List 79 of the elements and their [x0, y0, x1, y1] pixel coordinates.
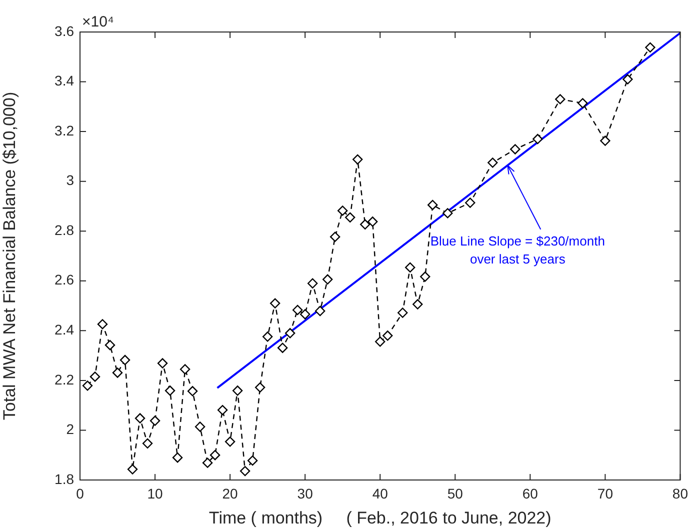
y-tick-label: 2.4 [54, 322, 74, 338]
point [157, 358, 168, 368]
point [360, 219, 370, 230]
point [172, 452, 183, 463]
point [405, 262, 416, 273]
point [375, 336, 386, 347]
point [82, 380, 93, 391]
y-tick-label: 3.2 [54, 122, 74, 138]
point [442, 208, 453, 218]
point [465, 198, 476, 208]
point [187, 386, 198, 396]
x-axis-title: Time ( months) ( Feb., 2016 to June, 2022) [208, 508, 552, 528]
annotation: Blue Line Slope = $230/month over last 5 years [430, 233, 605, 266]
x-tick-label: 20 [222, 485, 238, 502]
x-tick-label: 50 [447, 485, 464, 502]
point [645, 42, 656, 53]
point [210, 450, 220, 460]
x-tick-label: 0 [76, 485, 84, 502]
point [428, 200, 438, 210]
point [247, 455, 258, 466]
point [284, 328, 296, 338]
y-tick-label: 1.8 [54, 470, 74, 487]
point [97, 319, 108, 330]
point [382, 330, 393, 341]
x-tick-label: 80 [672, 485, 688, 502]
point [90, 372, 100, 382]
point [314, 306, 326, 316]
point [398, 308, 408, 318]
point [254, 382, 266, 393]
y-tick-label: 2.2 [54, 371, 74, 388]
point [622, 74, 633, 84]
point [270, 298, 280, 308]
point [120, 354, 130, 366]
point [127, 464, 138, 474]
point [164, 386, 176, 396]
y-tick-label: 2.8 [54, 222, 74, 238]
point [488, 158, 498, 168]
point [420, 272, 430, 282]
point [292, 304, 303, 316]
point [352, 154, 363, 165]
x-tick-label: 30 [297, 485, 314, 502]
x-tick-label: 40 [372, 485, 388, 502]
point [555, 94, 566, 104]
point [578, 98, 588, 108]
x-tick-label: 60 [522, 485, 538, 502]
point [150, 416, 160, 426]
point [224, 436, 236, 447]
point [112, 368, 123, 378]
x-tick-label: 10 [147, 485, 164, 502]
point [322, 274, 333, 284]
x-tick-label: 70 [597, 485, 614, 502]
y-tick-label: 3.4 [54, 72, 74, 89]
point [217, 404, 228, 416]
point [262, 332, 273, 342]
point [600, 136, 610, 146]
point [277, 342, 288, 353]
point [337, 206, 348, 216]
point [368, 216, 378, 227]
point [202, 458, 213, 468]
point [532, 134, 543, 144]
y-tick-label: 3.6 [54, 22, 74, 39]
point [307, 278, 318, 288]
point [134, 413, 146, 424]
text: ×10⁴ [82, 14, 114, 31]
y-tick-label: 3 [66, 172, 74, 188]
y-axis-title: Total MWA Net Financial Balance ($10,000) [0, 92, 19, 420]
point [330, 232, 340, 242]
point [104, 340, 116, 350]
point [510, 144, 520, 154]
point [194, 422, 206, 432]
point [232, 386, 243, 396]
y-tick-label: 2 [66, 421, 74, 438]
point [344, 212, 356, 223]
point [412, 299, 423, 310]
y-tick-label: 2.6 [54, 272, 74, 288]
point [142, 438, 153, 449]
point [300, 309, 310, 320]
point [180, 364, 190, 374]
point [240, 466, 250, 476]
